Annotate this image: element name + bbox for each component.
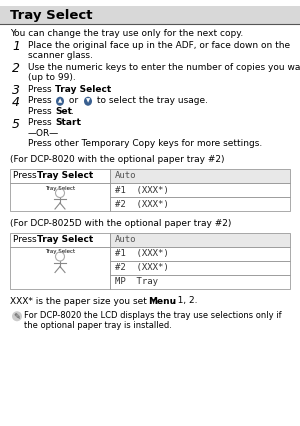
- Text: Place the original face up in the ADF, or face down on the: Place the original face up in the ADF, o…: [28, 40, 290, 49]
- Text: 1: 1: [12, 40, 20, 54]
- Text: .: .: [79, 118, 82, 127]
- Text: to select the tray usage.: to select the tray usage.: [94, 96, 208, 105]
- Text: Press other Temporary Copy keys for more settings.: Press other Temporary Copy keys for more…: [28, 139, 262, 148]
- Text: or: or: [66, 96, 81, 105]
- Bar: [10, 247, 110, 288]
- Text: #2  (XXX*): #2 (XXX*): [115, 199, 169, 208]
- Text: 5: 5: [12, 118, 20, 131]
- Bar: [110, 169, 290, 183]
- Text: scanner glass.: scanner glass.: [28, 51, 93, 60]
- Text: Tray Select: Tray Select: [37, 172, 93, 181]
- Bar: [10, 169, 110, 183]
- Ellipse shape: [56, 97, 64, 106]
- Bar: [110, 274, 290, 288]
- Text: For DCP-8020 the LCD displays the tray use selections only if: For DCP-8020 the LCD displays the tray u…: [24, 311, 282, 320]
- Text: Auto: Auto: [115, 235, 136, 244]
- Text: Use the numeric keys to enter the number of copies you want: Use the numeric keys to enter the number…: [28, 63, 300, 72]
- Text: Tray Select: Tray Select: [55, 84, 111, 93]
- Text: #1  (XXX*): #1 (XXX*): [115, 185, 169, 195]
- Text: Tray Select: Tray Select: [45, 250, 75, 254]
- Text: (For DCP-8020 with the optional paper tray #2): (For DCP-8020 with the optional paper tr…: [10, 155, 224, 164]
- Text: Menu: Menu: [148, 296, 176, 305]
- Text: Auto: Auto: [115, 172, 136, 181]
- Text: #2  (XXX*): #2 (XXX*): [115, 263, 169, 272]
- Bar: [0, 6, 300, 24]
- Text: MP  Tray: MP Tray: [115, 277, 158, 286]
- Text: the optional paper tray is installed.: the optional paper tray is installed.: [24, 322, 172, 331]
- Text: Press: Press: [28, 118, 55, 127]
- Text: Press: Press: [28, 96, 55, 105]
- Text: (For DCP-8025D with the optional paper tray #2): (For DCP-8025D with the optional paper t…: [10, 219, 231, 228]
- Text: XXX* is the paper size you set in: XXX* is the paper size you set in: [10, 296, 161, 305]
- Text: Tray Select: Tray Select: [45, 186, 75, 191]
- Text: (up to 99).: (up to 99).: [28, 73, 76, 82]
- Text: 3: 3: [12, 84, 20, 98]
- Text: Set: Set: [55, 106, 72, 115]
- Text: ✎: ✎: [14, 312, 20, 321]
- Bar: [110, 183, 290, 197]
- Text: Press: Press: [28, 106, 55, 115]
- Ellipse shape: [84, 97, 92, 106]
- Text: ▼: ▼: [86, 98, 90, 103]
- Text: Press: Press: [28, 84, 55, 93]
- Text: .: .: [71, 106, 74, 115]
- Text: —OR—: —OR—: [28, 129, 59, 138]
- Text: 4: 4: [12, 96, 20, 109]
- Text: Press: Press: [13, 235, 40, 244]
- Text: ▲: ▲: [58, 98, 62, 103]
- Bar: [10, 233, 110, 247]
- Bar: [110, 197, 290, 211]
- Bar: [10, 183, 110, 211]
- Text: 2: 2: [12, 63, 20, 75]
- Text: Press: Press: [13, 172, 40, 181]
- Text: You can change the tray use only for the next copy.: You can change the tray use only for the…: [10, 29, 243, 38]
- Text: #1  (XXX*): #1 (XXX*): [115, 249, 169, 258]
- Text: , 1, 2.: , 1, 2.: [172, 296, 197, 305]
- Bar: [110, 233, 290, 247]
- Bar: [110, 247, 290, 261]
- Circle shape: [12, 311, 22, 321]
- Text: Start: Start: [55, 118, 81, 127]
- Text: Tray Select: Tray Select: [37, 235, 93, 244]
- Text: Tray Select: Tray Select: [10, 9, 92, 21]
- Text: .: .: [107, 84, 110, 93]
- Bar: [110, 261, 290, 274]
